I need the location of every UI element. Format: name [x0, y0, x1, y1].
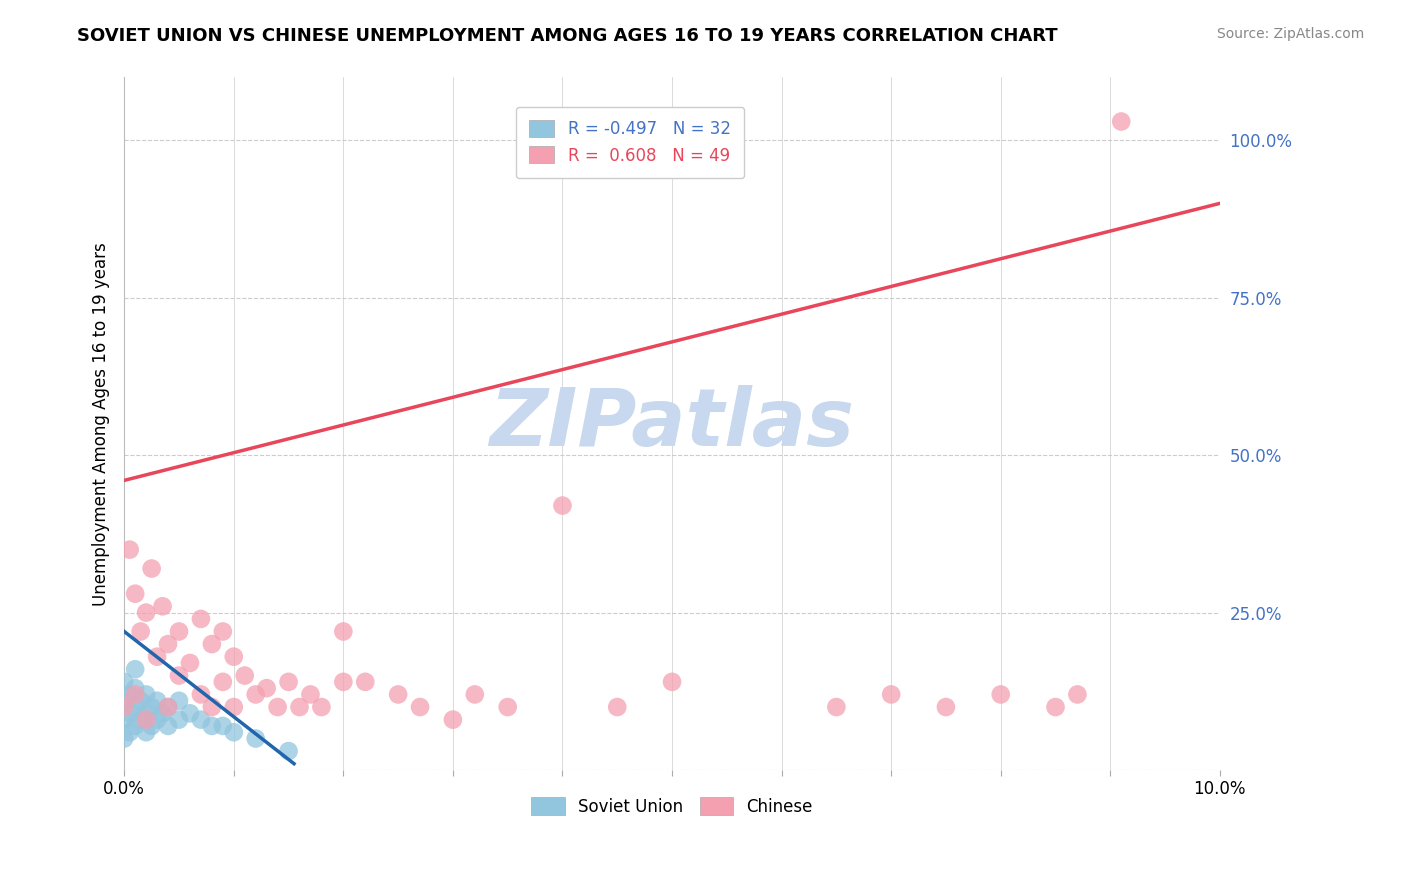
Point	[124, 681, 146, 695]
Point	[124, 688, 146, 702]
Point	[222, 649, 245, 664]
Point	[167, 624, 190, 639]
Point	[332, 674, 354, 689]
Point	[152, 706, 174, 721]
Point	[124, 700, 146, 714]
Point	[606, 700, 628, 714]
Point	[146, 649, 169, 664]
Point	[190, 713, 212, 727]
Point	[661, 674, 683, 689]
Point	[1045, 700, 1067, 714]
Point	[332, 624, 354, 639]
Point	[233, 668, 256, 682]
Point	[551, 499, 574, 513]
Point	[167, 668, 190, 682]
Point	[152, 599, 174, 614]
Point	[222, 700, 245, 714]
Point	[146, 713, 169, 727]
Point	[179, 656, 201, 670]
Point	[118, 542, 141, 557]
Point	[190, 688, 212, 702]
Point	[190, 612, 212, 626]
Point	[118, 706, 141, 721]
Point	[464, 688, 486, 702]
Point	[825, 700, 848, 714]
Point	[167, 713, 190, 727]
Point	[157, 700, 180, 714]
Point	[245, 688, 267, 702]
Point	[496, 700, 519, 714]
Point	[157, 637, 180, 651]
Point	[1109, 114, 1132, 128]
Point	[146, 694, 169, 708]
Point	[245, 731, 267, 746]
Point	[880, 688, 903, 702]
Legend: Soviet Union, Chinese: Soviet Union, Chinese	[523, 789, 821, 824]
Point	[118, 688, 141, 702]
Point	[157, 700, 180, 714]
Point	[124, 587, 146, 601]
Point	[124, 662, 146, 676]
Point	[201, 700, 224, 714]
Point	[935, 700, 957, 714]
Text: ZIPatlas: ZIPatlas	[489, 384, 855, 463]
Y-axis label: Unemployment Among Ages 16 to 19 years: Unemployment Among Ages 16 to 19 years	[93, 242, 110, 606]
Point	[441, 713, 464, 727]
Point	[141, 700, 163, 714]
Point	[211, 719, 233, 733]
Point	[129, 624, 152, 639]
Point	[311, 700, 333, 714]
Point	[135, 606, 157, 620]
Point	[266, 700, 288, 714]
Point	[141, 719, 163, 733]
Point	[299, 688, 322, 702]
Point	[124, 719, 146, 733]
Text: Source: ZipAtlas.com: Source: ZipAtlas.com	[1216, 27, 1364, 41]
Point	[135, 713, 157, 727]
Point	[112, 694, 135, 708]
Point	[256, 681, 278, 695]
Point	[112, 713, 135, 727]
Point	[118, 725, 141, 739]
Point	[167, 694, 190, 708]
Point	[129, 694, 152, 708]
Point	[277, 744, 299, 758]
Point	[112, 700, 135, 714]
Point	[409, 700, 432, 714]
Point	[135, 706, 157, 721]
Point	[211, 674, 233, 689]
Point	[288, 700, 311, 714]
Point	[387, 688, 409, 702]
Point	[135, 688, 157, 702]
Point	[157, 719, 180, 733]
Point	[179, 706, 201, 721]
Point	[112, 674, 135, 689]
Point	[990, 688, 1012, 702]
Point	[1066, 688, 1088, 702]
Point	[222, 725, 245, 739]
Point	[354, 674, 377, 689]
Point	[211, 624, 233, 639]
Point	[112, 731, 135, 746]
Point	[129, 713, 152, 727]
Point	[201, 719, 224, 733]
Text: SOVIET UNION VS CHINESE UNEMPLOYMENT AMONG AGES 16 TO 19 YEARS CORRELATION CHART: SOVIET UNION VS CHINESE UNEMPLOYMENT AMO…	[77, 27, 1057, 45]
Point	[135, 725, 157, 739]
Point	[201, 637, 224, 651]
Point	[141, 561, 163, 575]
Point	[277, 674, 299, 689]
